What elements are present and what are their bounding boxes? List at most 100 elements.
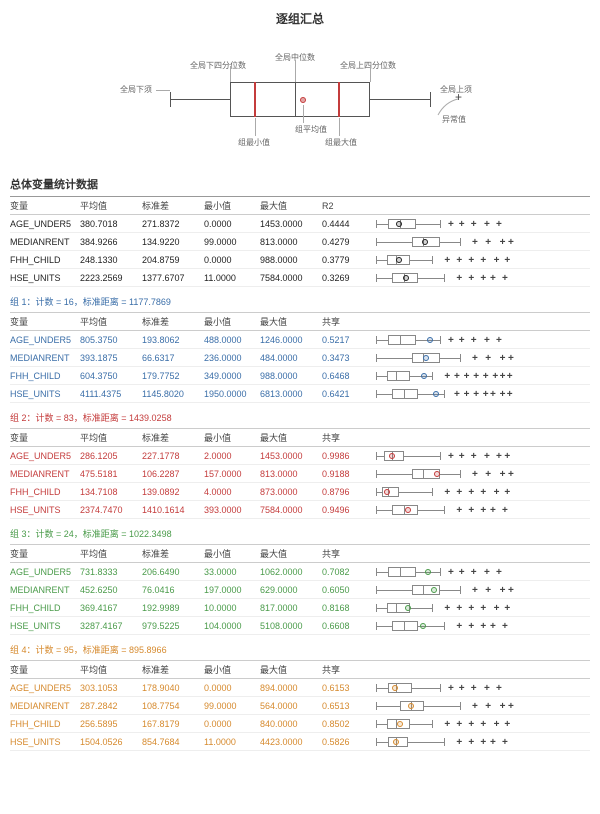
r2-value: 0.4279 — [322, 237, 370, 247]
mean-value: 1504.0526 — [80, 737, 142, 747]
page-title: 逐组汇总 — [10, 10, 590, 27]
min-value: 33.0000 — [204, 567, 260, 577]
min-value: 4.0000 — [204, 487, 260, 497]
max-value: 7584.0000 — [260, 273, 322, 283]
boxplot: +++++ — [370, 565, 590, 579]
mean-value: 2374.7470 — [80, 505, 142, 515]
max-value: 817.0000 — [260, 603, 322, 613]
column-header: 最大值 — [260, 663, 322, 676]
min-value: 0.0000 — [204, 255, 260, 265]
table-row: MEDIANRENT384.9266134.922099.0000813.000… — [10, 233, 590, 251]
std-value: 193.8062 — [142, 335, 204, 345]
table-row: HSE_UNITS3287.4167979.5225104.00005108.0… — [10, 617, 590, 635]
legend-q3: 全局上四分位数 — [340, 60, 396, 71]
r2-value: 0.6153 — [322, 683, 370, 693]
std-value: 204.8759 — [142, 255, 204, 265]
mean-value: 3287.4167 — [80, 621, 142, 631]
legend-max: 组最大值 — [325, 137, 357, 148]
table-row: HSE_UNITS4111.43751145.80201950.00006813… — [10, 385, 590, 403]
column-header: 共享 — [322, 431, 370, 444]
var-name: FHH_CHILD — [10, 371, 80, 381]
min-value: 349.0000 — [204, 371, 260, 381]
r2-value: 0.3473 — [322, 353, 370, 363]
mean-value: 380.7018 — [80, 219, 142, 229]
min-value: 11.0000 — [204, 737, 260, 747]
column-header: 标准差 — [142, 431, 204, 444]
max-value: 1062.0000 — [260, 567, 322, 577]
boxplot: ++++++ — [370, 253, 590, 267]
max-value: 813.0000 — [260, 469, 322, 479]
column-header: 最小值 — [204, 547, 260, 560]
r2-value: 0.6513 — [322, 701, 370, 711]
var-name: MEDIANRENT — [10, 469, 80, 479]
var-name: FHH_CHILD — [10, 255, 80, 265]
table-row: FHH_CHILD604.3750179.7752349.0000988.000… — [10, 367, 590, 385]
mean-value: 134.7108 — [80, 487, 142, 497]
std-value: 76.0416 — [142, 585, 204, 595]
std-value: 179.7752 — [142, 371, 204, 381]
min-value: 11.0000 — [204, 273, 260, 283]
table-row: HSE_UNITS1504.0526854.768411.00004423.00… — [10, 733, 590, 751]
boxplot: +++++ — [370, 681, 590, 695]
mean-value: 4111.4375 — [80, 389, 142, 399]
var-name: MEDIANRENT — [10, 585, 80, 595]
min-value: 2.0000 — [204, 451, 260, 461]
boxplot: ++++++ — [370, 601, 590, 615]
table-row: MEDIANRENT393.187566.6317236.0000484.000… — [10, 349, 590, 367]
column-header: 平均值 — [80, 315, 142, 328]
boxplot: ++++++ — [370, 717, 590, 731]
min-value: 236.0000 — [204, 353, 260, 363]
min-value: 104.0000 — [204, 621, 260, 631]
var-name: HSE_UNITS — [10, 389, 80, 399]
r2-value: 0.7082 — [322, 567, 370, 577]
column-header: 变量 — [10, 199, 80, 212]
column-header: 平均值 — [80, 199, 142, 212]
var-name: AGE_UNDER5 — [10, 683, 80, 693]
std-value: 206.6490 — [142, 567, 204, 577]
var-name: FHH_CHILD — [10, 719, 80, 729]
mean-value: 303.1053 — [80, 683, 142, 693]
table-row: MEDIANRENT287.2842108.775499.0000564.000… — [10, 697, 590, 715]
table-row: AGE_UNDER5731.8333206.649033.00001062.00… — [10, 563, 590, 581]
column-header-row: 变量平均值标准差最小值最大值共享 — [10, 661, 590, 679]
r2-value: 0.9986 — [322, 451, 370, 461]
column-header: 变量 — [10, 431, 80, 444]
column-header: 最大值 — [260, 547, 322, 560]
max-value: 564.0000 — [260, 701, 322, 711]
column-header: 最大值 — [260, 431, 322, 444]
min-value: 197.0000 — [204, 585, 260, 595]
mean-value: 286.1205 — [80, 451, 142, 461]
var-name: MEDIANRENT — [10, 701, 80, 711]
table-row: AGE_UNDER5380.7018271.83720.00001453.000… — [10, 215, 590, 233]
var-name: FHH_CHILD — [10, 487, 80, 497]
std-value: 227.1778 — [142, 451, 204, 461]
std-value: 167.8179 — [142, 719, 204, 729]
table-row: HSE_UNITS2374.74701410.1614393.00007584.… — [10, 501, 590, 519]
table-row: AGE_UNDER5286.1205227.17782.00001453.000… — [10, 447, 590, 465]
var-name: AGE_UNDER5 — [10, 219, 80, 229]
max-value: 4423.0000 — [260, 737, 322, 747]
group-header: 组 4：计数 = 95，标准距离 = 895.8966 — [10, 639, 590, 661]
column-header: 平均值 — [80, 431, 142, 444]
r2-value: 0.6468 — [322, 371, 370, 381]
column-header: 最大值 — [260, 315, 322, 328]
column-header: 最小值 — [204, 663, 260, 676]
group-header: 组 3：计数 = 24，标准距离 = 1022.3498 — [10, 523, 590, 545]
std-value: 108.7754 — [142, 701, 204, 711]
column-header-row: 变量平均值标准差最小值最大值共享 — [10, 545, 590, 563]
max-value: 894.0000 — [260, 683, 322, 693]
min-value: 0.0000 — [204, 683, 260, 693]
std-value: 134.9220 — [142, 237, 204, 247]
data-tables: 总体变量统计数据变量平均值标准差最小值最大值R2AGE_UNDER5380.70… — [10, 172, 590, 751]
boxplot: +++++ — [370, 271, 590, 285]
std-value: 1145.8020 — [142, 389, 204, 399]
boxplot: ++++ — [370, 583, 590, 597]
legend-mean: 组平均值 — [295, 124, 327, 135]
mean-value: 475.5181 — [80, 469, 142, 479]
min-value: 99.0000 — [204, 701, 260, 711]
var-name: MEDIANRENT — [10, 237, 80, 247]
min-value: 1950.0000 — [204, 389, 260, 399]
max-value: 988.0000 — [260, 371, 322, 381]
r2-value: 0.6608 — [322, 621, 370, 631]
column-header-row: 变量平均值标准差最小值最大值R2 — [10, 197, 590, 215]
